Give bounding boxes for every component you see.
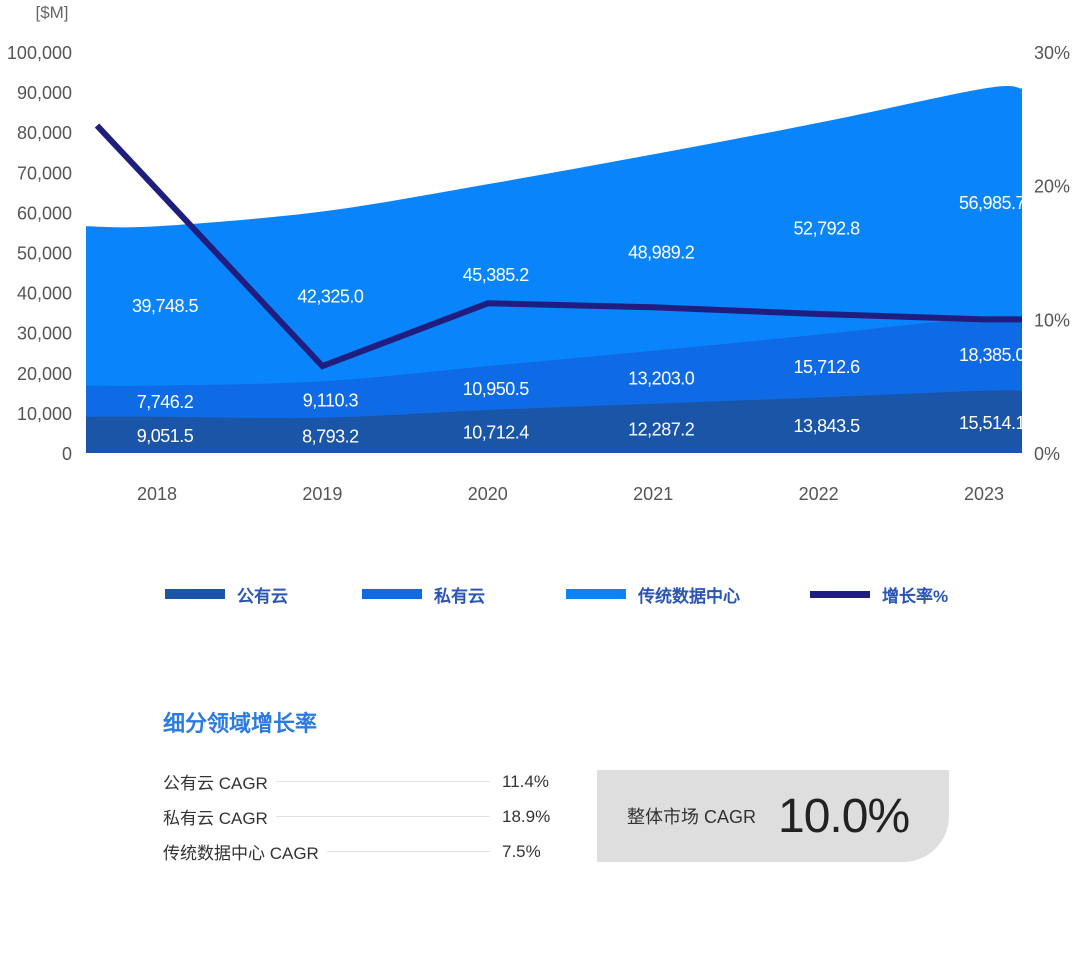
cagr-row-value: 11.4% <box>502 771 549 791</box>
data-label-series-0: 13,843.5 <box>794 416 861 436</box>
data-label-series-1: 13,203.0 <box>628 368 695 388</box>
y-left-tick-label: 70,000 <box>17 163 72 183</box>
y-right-tick-label: 20% <box>1034 177 1070 197</box>
y-left-tick-label: 30,000 <box>17 324 72 344</box>
legend-swatch-public-cloud <box>165 589 225 599</box>
data-label-series-2: 45,385.2 <box>463 265 530 285</box>
y-left-tick-label: 40,000 <box>17 284 72 304</box>
legend-swatch-growth-rate <box>810 590 870 598</box>
cagr-row-value: 7.5% <box>502 841 541 861</box>
data-label-series-1: 10,950.5 <box>463 379 530 399</box>
legend-item-traditional-dc: 传统数据中心 <box>566 582 740 606</box>
overall-cagr-box: 整体市场 CAGR 10.0% <box>597 770 949 862</box>
y-left-tick-label: 10,000 <box>17 404 72 424</box>
x-tick-label: 2022 <box>799 484 839 504</box>
data-label-series-2: 56,985.7 <box>959 193 1026 213</box>
legend-swatch-private-cloud <box>362 589 422 599</box>
legend-item-growth-rate: 增长率% <box>810 582 948 606</box>
legend-label-private-cloud: 私有云 <box>434 586 485 606</box>
y-right-tick-label: 0% <box>1034 444 1060 464</box>
leader-line <box>275 781 490 782</box>
legend-swatch-traditional-dc <box>566 589 626 599</box>
data-label-series-0: 12,287.2 <box>628 419 695 439</box>
data-label-series-1: 7,746.2 <box>137 392 194 412</box>
x-tick-label: 2019 <box>302 484 342 504</box>
cagr-row-label: 传统数据中心 CAGR <box>163 839 327 864</box>
cagr-row-private-cloud: 私有云 CAGR 18.9% <box>163 799 558 834</box>
overall-cagr-label: 整体市场 CAGR <box>627 807 757 827</box>
legend-label-growth-rate: 增长率% <box>882 586 949 606</box>
data-label-series-0: 10,712.4 <box>463 423 530 443</box>
y-right-tick-label: 30% <box>1034 43 1070 63</box>
x-tick-label: 2021 <box>633 484 673 504</box>
cagr-row-label: 私有云 CAGR <box>163 804 276 829</box>
data-label-series-1: 9,110.3 <box>303 390 359 410</box>
x-tick-label: 2018 <box>137 484 177 504</box>
cagr-list: 公有云 CAGR 11.4% 私有云 CAGR 18.9% 传统数据中心 CAG… <box>163 764 558 869</box>
area-series-0 <box>86 390 1022 453</box>
growth-rate-line <box>94 123 1022 370</box>
leader-line <box>275 816 490 817</box>
y-left-tick-label: 100,000 <box>7 43 72 63</box>
data-label-series-2: 39,748.5 <box>132 296 199 316</box>
cagr-row-label: 公有云 CAGR <box>163 769 276 794</box>
legend-label-traditional-dc: 传统数据中心 <box>638 586 740 606</box>
y-right-tick-label: 10% <box>1034 310 1070 330</box>
data-label-series-1: 18,385.0 <box>959 345 1026 365</box>
overall-cagr-value: 10.0% <box>778 789 910 843</box>
y-left-tick-label: 80,000 <box>17 123 72 143</box>
cagr-row-public-cloud: 公有云 CAGR 11.4% <box>163 764 558 799</box>
y-left-tick-label: 0 <box>62 444 72 464</box>
y-left-unit-label: [$M] <box>35 3 68 22</box>
x-tick-label: 2023 <box>964 484 1004 504</box>
legend-label-public-cloud: 公有云 <box>237 586 288 606</box>
data-label-series-0: 15,514.1 <box>959 413 1026 433</box>
y-left-tick-label: 20,000 <box>17 364 72 384</box>
y-left-tick-label: 60,000 <box>17 203 72 223</box>
cagr-row-value: 18.9% <box>502 806 551 826</box>
area-chart: 0 10,000 20,000 30,000 40,000 50,000 60,000 70,… <box>7 3 1070 504</box>
data-label-series-2: 52,792.8 <box>794 219 861 239</box>
data-label-series-0: 8,793.2 <box>302 426 359 446</box>
cagr-row-traditional-dc: 传统数据中心 CAGR 7.5% <box>163 834 558 869</box>
data-label-series-1: 15,712.6 <box>794 357 861 377</box>
legend-item-public-cloud: 公有云 <box>165 582 288 606</box>
y-left-tick-label: 50,000 <box>17 244 72 264</box>
y-left-tick-label: 90,000 <box>17 83 72 103</box>
legend-item-private-cloud: 私有云 <box>362 582 485 606</box>
data-label-series-2: 48,989.2 <box>628 243 695 263</box>
data-label-series-2: 42,325.0 <box>297 286 364 306</box>
leader-line <box>326 851 490 852</box>
cagr-section-title: 细分领域增长率 <box>163 711 318 736</box>
data-label-series-0: 9,051.5 <box>137 426 194 446</box>
x-tick-label: 2020 <box>468 484 508 504</box>
chart-legend: 公有云 私有云 传统数据中心 增长率% <box>0 582 1080 606</box>
